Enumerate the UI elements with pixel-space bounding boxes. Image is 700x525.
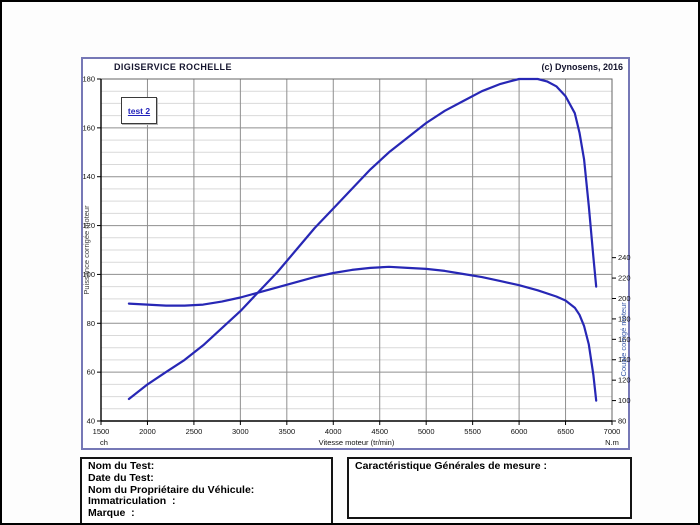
left-tick-label: 80 xyxy=(87,319,95,328)
right-tick-label: 180 xyxy=(618,314,631,323)
x-tick-label: 5500 xyxy=(464,427,481,436)
dyno-chart-plot: 40 60 80 100 120 140 160 180 80 100 120 140 160 180 20… xyxy=(82,75,631,448)
chart-copyright: (c) Dynosens, 2016 xyxy=(541,62,623,72)
x-tick-label: 4500 xyxy=(371,427,388,436)
x-tick-label: 5000 xyxy=(418,427,435,436)
left-tick-label: 40 xyxy=(87,417,95,426)
field-label-nom-proprietaire: Nom du Propriétaire du Véhicule: xyxy=(88,483,255,496)
x-tick-label: 6500 xyxy=(557,427,574,436)
chart-title: DIGISERVICE ROCHELLE xyxy=(114,62,232,72)
right-tick-label: 160 xyxy=(618,335,631,344)
x-tick-label: 7000 xyxy=(604,427,621,436)
left-tick-label: 120 xyxy=(82,221,95,230)
left-tick-label: 100 xyxy=(82,270,95,279)
legend-box[interactable]: test 2 xyxy=(121,97,157,124)
field-label-marque: Marque : xyxy=(88,507,135,520)
y-axis-right-title: Couple corrigé moteur xyxy=(619,302,628,377)
y-axis-left-title: Puissance corrigée moteur xyxy=(82,205,91,295)
right-tick-label: 140 xyxy=(618,355,631,364)
left-tick-label: 160 xyxy=(82,123,95,132)
x-axis-left-unit: ch xyxy=(100,438,108,447)
x-axis-title: Vitesse moteur (tr/min) xyxy=(319,438,395,447)
torque-curve xyxy=(127,265,598,402)
field-label-date-du-test: Date du Test: xyxy=(88,471,154,484)
right-tick-label: 240 xyxy=(618,253,631,262)
x-tick-label: 2500 xyxy=(186,427,203,436)
right-tick-label: 220 xyxy=(618,274,631,283)
x-tick-label: 4000 xyxy=(325,427,342,436)
measure-characteristics-box: Caractéristique Générales de mesure : xyxy=(347,457,632,519)
right-tick-label: 100 xyxy=(618,396,631,405)
right-tick-label: 120 xyxy=(618,376,631,385)
x-tick-label: 6000 xyxy=(511,427,528,436)
dyno-chart-widget: 40 60 80 100 120 140 160 180 80 100 120 140 160 180 20… xyxy=(81,57,631,450)
x-tick-label: 1500 xyxy=(93,427,110,436)
field-label-immatriculation: Immatriculation : xyxy=(88,495,176,508)
left-tick-label: 60 xyxy=(87,368,95,377)
x-tick-label: 3500 xyxy=(278,427,295,436)
right-tick-label: 200 xyxy=(618,294,631,303)
left-tick-label: 140 xyxy=(82,172,95,181)
x-tick-label: 2000 xyxy=(139,427,156,436)
x-tick-label: 3000 xyxy=(232,427,249,436)
x-axis-right-unit: N.m xyxy=(605,438,619,447)
field-label-nom-du-test: Nom du Test: xyxy=(88,460,155,472)
power-curve xyxy=(127,77,598,401)
measure-characteristics-title: Caractéristique Générales de mesure : xyxy=(355,460,548,472)
test-info-box: Nom du Test: Date du Test: Nom du Propri… xyxy=(80,457,333,523)
left-tick-label: 180 xyxy=(82,75,95,84)
right-tick-label: 80 xyxy=(618,417,626,426)
legend-item-test2[interactable]: test 2 xyxy=(127,105,151,116)
